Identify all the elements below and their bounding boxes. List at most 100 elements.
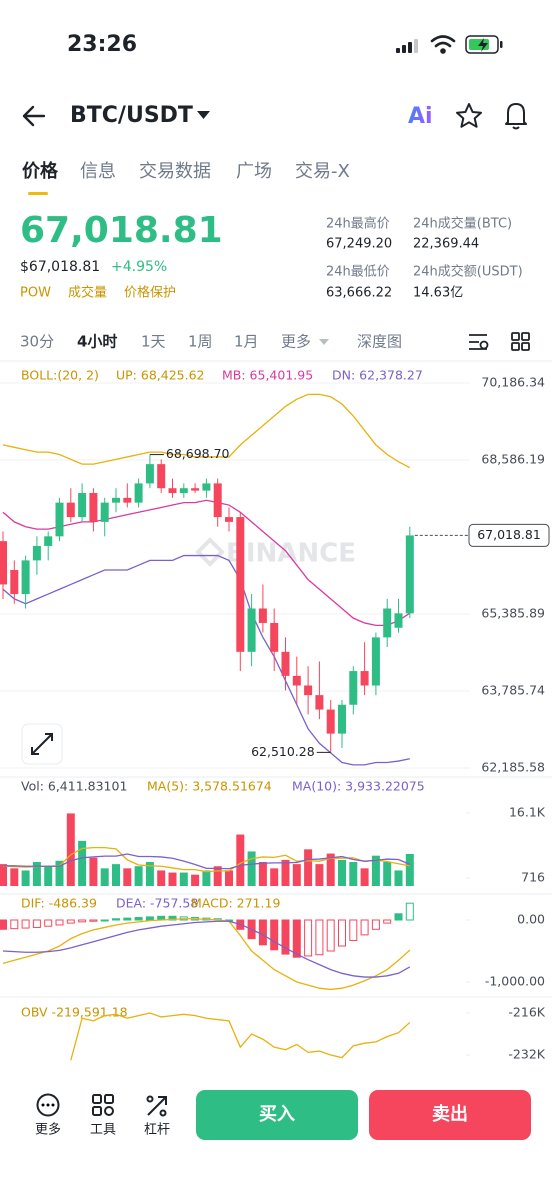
tool-label[interactable]: 工具 xyxy=(90,1123,116,1138)
interval[interactable]: 深度图 xyxy=(357,333,402,351)
interval[interactable]: 1月 xyxy=(234,333,259,351)
tools-icon[interactable] xyxy=(92,1094,114,1116)
macd-bar xyxy=(145,916,154,921)
volume-bar xyxy=(55,860,64,886)
y-tick-label: -216K xyxy=(508,1005,545,1020)
candle-body xyxy=(157,464,166,489)
volume-bar xyxy=(371,855,380,886)
usd-price: $67,018.81 xyxy=(20,259,100,275)
volume-bar xyxy=(213,866,222,886)
candle-body xyxy=(304,685,313,696)
macd-bar xyxy=(10,919,19,930)
more-icon[interactable] xyxy=(36,1093,60,1117)
candle-body xyxy=(247,608,256,652)
interval[interactable]: 更多 xyxy=(281,333,311,351)
macd-line xyxy=(2,920,411,978)
interval[interactable]: 1周 xyxy=(188,333,213,351)
y-tick-label: 70,186.34 xyxy=(481,375,545,390)
buy-label[interactable]: 买入 xyxy=(259,1104,295,1125)
tab[interactable]: 交易-X xyxy=(295,161,350,182)
layout-button[interactable] xyxy=(511,332,530,351)
stat-label: 24h成交量(BTC) xyxy=(413,216,512,232)
y-tick-label: 0.00 xyxy=(517,912,545,927)
candle-body xyxy=(134,483,143,503)
sell-button[interactable] xyxy=(369,1090,531,1140)
volume-bar xyxy=(66,813,75,886)
y-tick-label: -232K xyxy=(508,1047,545,1062)
macd-bar xyxy=(270,919,279,951)
status-time: 23:26 xyxy=(67,32,137,57)
pair-dropdown[interactable] xyxy=(197,111,210,119)
interval[interactable]: 30分 xyxy=(20,333,54,351)
macd-bar xyxy=(304,919,313,957)
tab[interactable]: 信息 xyxy=(80,161,116,182)
macd-bar xyxy=(44,919,53,927)
interval[interactable]: 4小时 xyxy=(77,333,117,351)
boll-line xyxy=(2,393,411,469)
volume-bar xyxy=(134,866,143,886)
tool-label[interactable]: 更多 xyxy=(35,1122,61,1138)
vol-legend: MA(5): 3,578.51674 xyxy=(147,779,272,794)
candle-body xyxy=(405,535,414,614)
macd-bar xyxy=(134,917,143,921)
tab[interactable]: 交易数据 xyxy=(139,161,211,182)
volume-bar xyxy=(338,859,346,886)
candle-body xyxy=(292,675,301,686)
candle-body xyxy=(10,570,19,595)
obv-line xyxy=(70,1012,411,1061)
candle-body xyxy=(66,502,75,518)
candle-body xyxy=(44,536,53,546)
macd-bar xyxy=(394,913,403,921)
panel xyxy=(0,393,414,766)
buy-button[interactable] xyxy=(196,1090,358,1140)
stat-label: 24h最低价 xyxy=(326,265,390,280)
candle-body xyxy=(21,560,30,595)
macd-bar xyxy=(281,919,290,955)
candle-body xyxy=(78,493,87,518)
tag[interactable]: 成交量 xyxy=(68,285,107,301)
volume-bar xyxy=(304,849,313,886)
tab[interactable]: 广场 xyxy=(236,161,272,182)
indicator-settings[interactable] xyxy=(469,334,489,350)
candle-body xyxy=(123,497,132,503)
panel xyxy=(0,813,414,886)
high-label: 68,698.70 xyxy=(166,446,230,461)
current-price-label: 67,018.81 xyxy=(477,527,541,542)
candle-body xyxy=(112,497,120,503)
tab[interactable]: 价格 xyxy=(22,160,59,182)
candle-body xyxy=(315,695,324,710)
macd-bar xyxy=(338,919,346,947)
more-dropdown[interactable] xyxy=(319,339,329,345)
panel xyxy=(70,1012,411,1061)
favorite-button[interactable] xyxy=(456,103,482,128)
expand-button[interactable] xyxy=(21,723,63,765)
tag[interactable]: POW xyxy=(20,286,51,301)
boll-legend: MB: 65,401.95 xyxy=(222,368,313,383)
pair-title[interactable]: BTC/USDT xyxy=(70,103,193,128)
y-tick-label: 63,785.74 xyxy=(481,682,545,697)
tag[interactable]: 价格保护 xyxy=(124,285,176,301)
candle-body xyxy=(225,517,233,522)
macd-bar xyxy=(383,919,392,924)
watermark-text: BINANCE xyxy=(226,539,356,569)
sell-label[interactable]: 卖出 xyxy=(432,1103,468,1125)
ai-button[interactable]: Ai xyxy=(408,104,433,129)
macd-line xyxy=(2,918,411,991)
candle-body xyxy=(179,488,188,494)
tool-label[interactable]: 杠杆 xyxy=(144,1122,170,1138)
boll-line xyxy=(2,499,411,627)
leverage-icon[interactable] xyxy=(146,1095,167,1117)
interval[interactable]: 1天 xyxy=(141,333,166,351)
volume-bar xyxy=(349,862,358,886)
stat-value: 22,369.44 xyxy=(413,237,479,252)
volume-bar xyxy=(32,862,41,886)
back-button[interactable] xyxy=(22,105,46,127)
alert-button[interactable] xyxy=(505,103,527,130)
volume-bar xyxy=(157,870,166,886)
y-tick-label: 68,586.19 xyxy=(481,451,545,466)
candle-body xyxy=(213,483,222,518)
volume-bar xyxy=(10,868,19,886)
macd-bar xyxy=(89,919,98,922)
volume-bar xyxy=(145,862,154,886)
